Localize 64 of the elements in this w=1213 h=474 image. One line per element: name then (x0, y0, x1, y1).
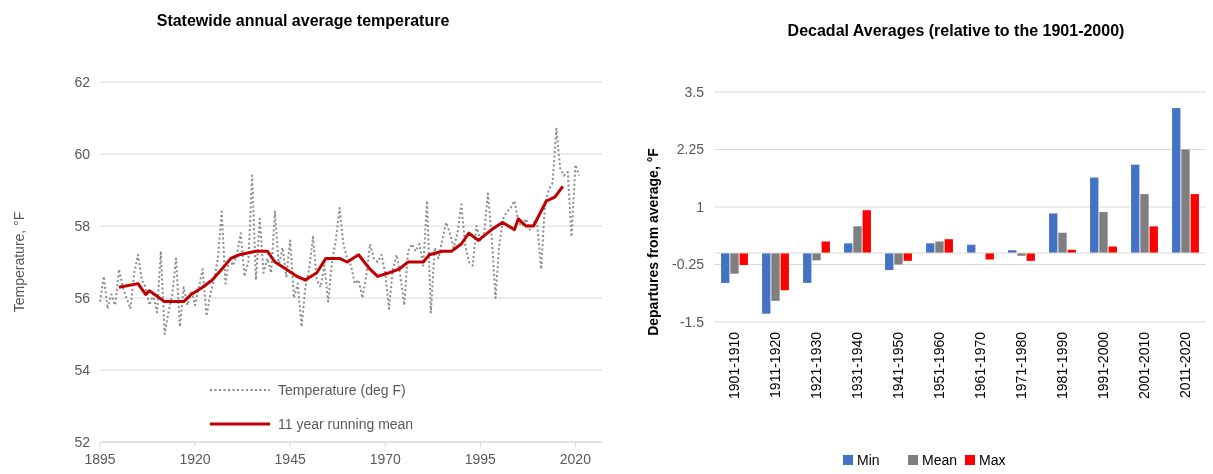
bar (1172, 108, 1181, 253)
x-tick-label: 2011-2020 (1177, 331, 1194, 398)
y-tick-label: 56 (74, 289, 91, 306)
x-tick-label: 1991-2000 (1095, 331, 1112, 399)
y-tick-label: 54 (74, 361, 91, 378)
bar (862, 210, 871, 253)
bar (1131, 164, 1140, 253)
y-tick-label: 60 (74, 145, 91, 162)
legend-label: Mean (922, 451, 958, 468)
bar (803, 253, 812, 283)
x-tick-label: 1901-1910 (726, 331, 743, 399)
legend-label: Min (857, 451, 880, 468)
legend-label: 11 year running mean (278, 415, 414, 432)
chart-title: Statewide annual average temperature (156, 12, 450, 29)
x-tick-label: 1961-1970 (972, 331, 989, 399)
bar (1149, 226, 1158, 253)
x-tick-label: 1911-1920 (767, 331, 784, 398)
x-tick-label: 1945 (274, 451, 306, 467)
y-tick-label: -1.5 (679, 313, 705, 330)
bar (885, 253, 894, 271)
bar (853, 226, 862, 253)
x-tick-label: 1895 (84, 451, 116, 467)
x-tick-label: 1981-1990 (1054, 331, 1071, 399)
y-tick-label: 1 (696, 198, 705, 215)
y-tick-label: 62 (74, 73, 91, 90)
bar (730, 253, 739, 274)
y-axis-title: Temperature, °F (11, 211, 27, 313)
bar (844, 243, 853, 253)
x-tick-label: 2020 (559, 451, 592, 467)
bar (1049, 213, 1058, 253)
line-series (99, 127, 581, 335)
y-tick-label: 58 (74, 217, 91, 234)
bar (894, 253, 903, 265)
y-tick-label: -0.25 (672, 256, 705, 273)
line-series (117, 184, 565, 304)
bar (1058, 232, 1067, 253)
x-tick-label: 1970 (369, 451, 402, 467)
y-tick-label: 3.5 (684, 83, 705, 100)
bar (926, 243, 935, 253)
bar (1181, 149, 1190, 253)
y-tick-label: 2.25 (676, 141, 705, 158)
bar (1140, 194, 1149, 253)
chart-title: Decadal Averages (relative to the 1901-2000) (787, 22, 1125, 39)
x-tick-label: 1971-1980 (1013, 331, 1030, 399)
bar (1099, 212, 1108, 253)
bar (780, 253, 789, 291)
bar (762, 253, 771, 314)
x-tick-label: 1920 (179, 451, 211, 467)
bar (1090, 177, 1099, 253)
bar (1190, 194, 1199, 253)
bar (944, 239, 953, 253)
x-tick-label: 1931-1940 (849, 331, 866, 399)
bar (721, 253, 730, 283)
bar (771, 253, 780, 301)
x-tick-label: 2001-2010 (1136, 331, 1153, 399)
x-tick-label: 1951-1960 (931, 331, 948, 399)
x-tick-label: 1921-1930 (808, 331, 825, 399)
x-tick-label: 1995 (464, 451, 497, 467)
legend-label: Temperature (deg F) (278, 381, 406, 398)
y-tick-label: 52 (74, 433, 91, 450)
x-tick-label: 1941-1950 (890, 331, 907, 399)
bar (935, 241, 944, 253)
y-axis-title: Departures from average, °F (645, 147, 661, 336)
legend-label: Max (979, 451, 1006, 468)
